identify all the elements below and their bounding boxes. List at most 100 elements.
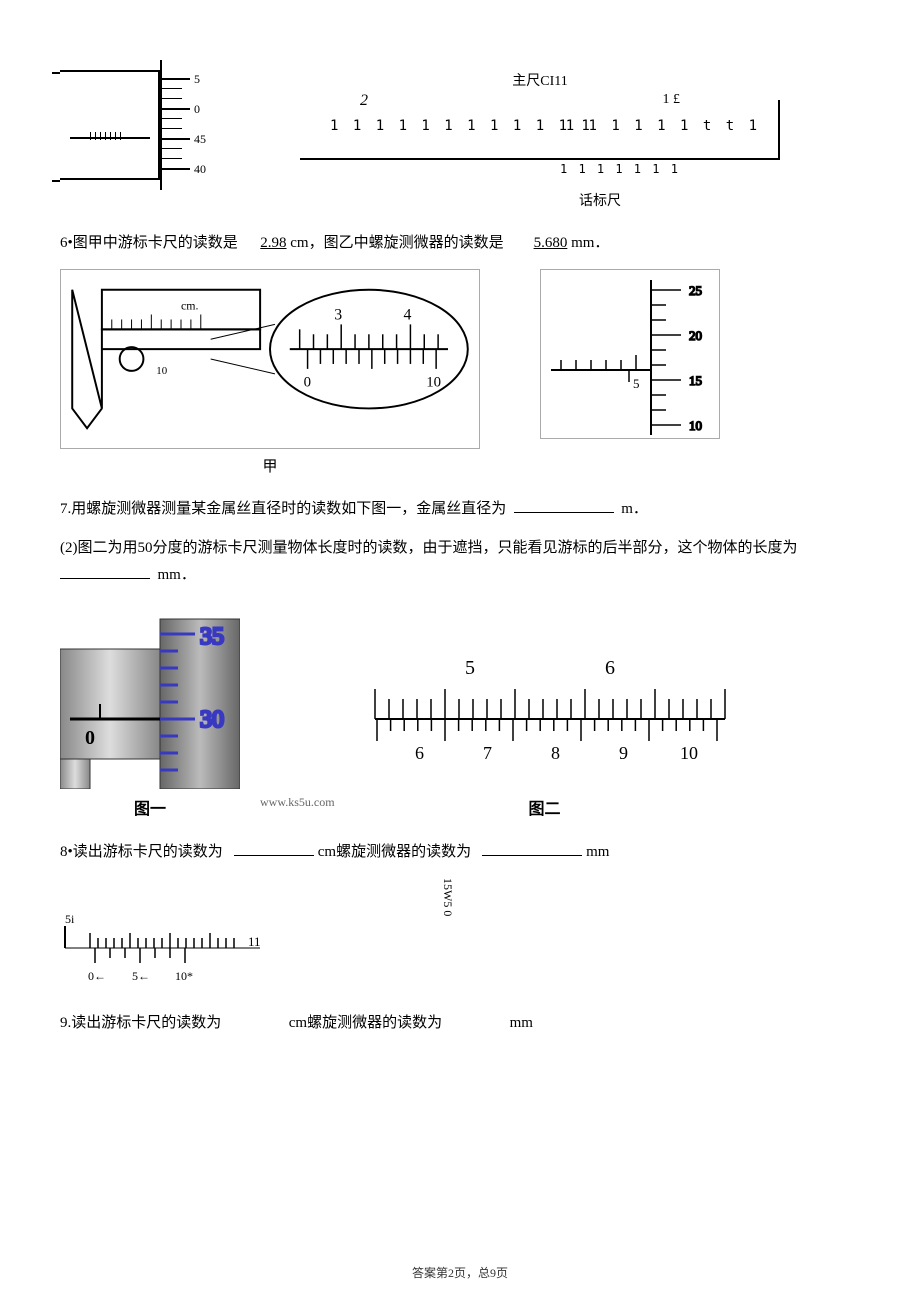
caliper-svg: cm. 10 3 4 xyxy=(61,270,479,448)
q6-answer2: 5.680 xyxy=(534,235,568,251)
barrel-label: 5 xyxy=(194,72,200,87)
svg-text:30: 30 xyxy=(200,707,224,733)
ruler-num-right: 1 £ xyxy=(663,92,681,108)
q9-text: 9.读出游标卡尺的读数为 cm螺旋测微器的读数为 mm xyxy=(60,1010,860,1037)
svg-text:25: 25 xyxy=(689,283,702,298)
q8-text-c: mm xyxy=(586,844,609,860)
micrometer-inner-ticks xyxy=(90,128,125,145)
svg-text:7: 7 xyxy=(483,743,492,763)
svg-text:6: 6 xyxy=(415,743,424,763)
caption-jia: 甲 xyxy=(60,455,480,476)
svg-text:5: 5 xyxy=(633,376,640,391)
ruler-ticks-right: 1 1 1 1 1 1 t t 1 xyxy=(566,118,760,134)
vernier-caliper-figure: cm. 10 3 4 xyxy=(60,269,480,449)
q6-text: 6•图甲中游标卡尺的读数是 2.98 cm，图乙中螺旋测微器的读数是 5.680… xyxy=(60,230,860,257)
q8-text-a: 8•读出游标卡尺的读数为 xyxy=(60,844,223,860)
barrel-tick xyxy=(162,168,190,170)
ruler-mainline: 2 1 £ 1 1 1 1 1 1 1 1 1 1 1 1 1 1 1 1 1 … xyxy=(300,110,780,160)
q7-blank2 xyxy=(60,564,150,579)
barrel-tick xyxy=(162,108,190,110)
svg-text:6: 6 xyxy=(605,657,615,679)
q8-text: 8•读出游标卡尺的读数为 cm螺旋测微器的读数为 mm xyxy=(60,839,860,866)
barrel-label: 0 xyxy=(194,102,200,117)
svg-text:0: 0 xyxy=(85,727,95,749)
q6-prefix: 6•图甲中游标卡尺的读数是 xyxy=(60,235,238,251)
q8-text-b: cm螺旋测微器的读数为 xyxy=(318,844,471,860)
q7-line1-unit: m． xyxy=(621,501,648,517)
barrel-label: 40 xyxy=(194,162,206,177)
barrel-tick xyxy=(162,98,182,99)
q9-text-b: cm螺旋测微器的读数为 xyxy=(289,1015,442,1031)
q7-figures: 0 35 30 图一 www.ks5u.com 5 xyxy=(60,609,860,819)
q7-line2: (2)图二为用50分度的游标卡尺测量物体长度时的读数，由于遮挡，只能看见游标的后… xyxy=(60,535,860,589)
svg-text:35: 35 xyxy=(200,624,224,650)
q7-line2-text: (2)图二为用50分度的游标卡尺测量物体长度时的读数，由于遮挡，只能看见游标的后… xyxy=(60,540,798,556)
fig7-1-svg: 0 35 30 xyxy=(60,609,240,789)
fig7-2-svg: 5 6 6 7 8 9 10 xyxy=(355,649,735,789)
micrometer-figure-q6: 5 25 20 15 10 xyxy=(540,269,720,439)
barrel-tick xyxy=(162,118,182,119)
q6-unit1: cm，图乙中螺旋测微器的读数是 xyxy=(290,235,503,251)
svg-text:10: 10 xyxy=(156,365,167,377)
q7-blank1 xyxy=(514,498,614,513)
micrometer-body xyxy=(60,70,160,180)
fig2-caption: 图二 xyxy=(355,795,735,819)
fig2-wrapper: 5 6 6 7 8 9 10 图二 xyxy=(355,649,735,819)
ruler-num-left: 2 xyxy=(360,92,368,110)
q8-blank2 xyxy=(482,841,582,856)
top-figures-row: 5 0 45 40 主尺CI11 2 1 £ 1 1 1 1 1 1 1 1 1… xyxy=(60,60,860,210)
q7-figure2: 5 6 6 7 8 9 10 xyxy=(355,649,735,789)
q9-text-c: mm xyxy=(510,1015,533,1031)
ruler-ticks-left: 1 1 1 1 1 1 1 1 1 1 1 1 xyxy=(330,118,593,134)
svg-text:10: 10 xyxy=(680,743,698,763)
cm-label: cm. xyxy=(181,299,198,313)
micrometer-figure-top: 5 0 45 40 xyxy=(60,60,220,190)
svg-text:5i: 5i xyxy=(65,912,75,926)
svg-text:9: 9 xyxy=(619,743,628,763)
ruler-diagram: 主尺CI11 2 1 £ 1 1 1 1 1 1 1 1 1 1 1 1 1 1… xyxy=(300,60,780,210)
fig1-caption: 图一 xyxy=(60,795,240,819)
watermark-wrapper: www.ks5u.com xyxy=(260,794,335,819)
barrel-tick xyxy=(162,138,190,140)
svg-text:5: 5 xyxy=(465,657,475,679)
svg-text:3: 3 xyxy=(334,306,342,323)
fig1-wrapper: 0 35 30 图一 xyxy=(60,609,240,819)
barrel-tick xyxy=(162,158,182,159)
micrometer-q6-svg: 5 25 20 15 10 xyxy=(541,270,721,440)
q6-figures: cm. 10 3 4 xyxy=(60,269,860,476)
svg-text:10: 10 xyxy=(426,375,441,391)
q8-micro-label: 15W5 0 xyxy=(440,878,455,916)
footer-text: 答案第2页，总9页 xyxy=(412,1266,508,1280)
svg-text:5←: 5← xyxy=(132,969,150,983)
svg-text:0←: 0← xyxy=(88,969,106,983)
page-footer: 答案第2页，总9页 xyxy=(0,1264,920,1281)
q7-line1: 7.用螺旋测微器测量某金属丝直径时的读数如下图一，金属丝直径为 m． xyxy=(60,496,860,523)
q8-blank1 xyxy=(234,841,314,856)
svg-text:20: 20 xyxy=(689,328,702,343)
q8-caliper-svg: 5i 11 0← 5← xyxy=(60,908,270,988)
barrel-tick xyxy=(162,148,182,149)
svg-text:11: 11 xyxy=(248,934,261,949)
q6-unit2: mm． xyxy=(571,235,609,251)
barrel-tick xyxy=(162,78,190,80)
svg-text:0: 0 xyxy=(304,375,311,391)
barrel-tick xyxy=(162,128,182,129)
q7-figure1: 0 35 30 xyxy=(60,609,240,789)
svg-text:10: 10 xyxy=(689,418,702,433)
svg-text:4: 4 xyxy=(404,306,412,323)
svg-text:10*: 10* xyxy=(175,969,193,983)
vernier-ticks: 1 1 1 1 1 1 1 xyxy=(560,162,680,176)
q8-figures: 15W5 0 5i 11 xyxy=(60,878,860,998)
barrel-tick xyxy=(162,88,182,89)
watermark: www.ks5u.com xyxy=(260,795,335,809)
micrometer-barrel: 5 0 45 40 xyxy=(160,60,220,190)
caliper-wrapper: cm. 10 3 4 xyxy=(60,269,480,476)
q9-text-a: 9.读出游标卡尺的读数为 xyxy=(60,1015,221,1031)
svg-text:15: 15 xyxy=(689,373,702,388)
vernier-scale-label: 话标尺 xyxy=(420,190,780,210)
barrel-label: 45 xyxy=(194,132,206,147)
ruler-end-tick xyxy=(778,100,780,160)
svg-text:8: 8 xyxy=(551,743,560,763)
q7-line2-unit: mm． xyxy=(158,567,196,583)
q6-answer1: 2.98 xyxy=(260,235,286,251)
